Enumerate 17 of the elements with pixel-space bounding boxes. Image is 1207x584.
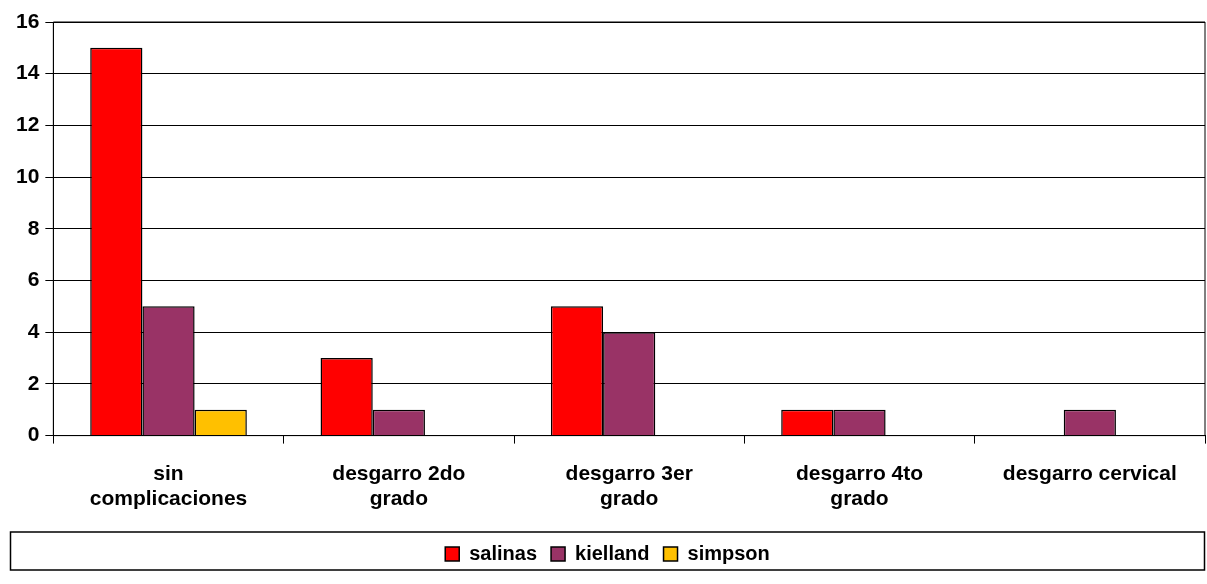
legend-label: kielland	[575, 541, 650, 564]
legend-label: simpson	[687, 541, 770, 564]
x-tick-label: sin complicaciones	[89, 461, 248, 510]
y-tick-label: 8	[27, 215, 40, 239]
y-tick-label: 12	[16, 112, 40, 136]
y-tick-label: 16	[16, 8, 40, 32]
y-tick-label: 2	[27, 370, 40, 394]
x-tick-label: desgarro 2do grado	[332, 461, 466, 510]
y-tick-label: 6	[27, 267, 40, 291]
y-tick-label: 10	[16, 163, 40, 187]
x-tick-label: desgarro 3er grado	[565, 461, 693, 510]
x-tick-label: desgarro cervical	[1002, 461, 1177, 484]
x-tick-label: desgarro 4to grado	[795, 461, 924, 510]
y-tick-label: 4	[27, 319, 40, 342]
y-tick-label: 0	[27, 422, 40, 446]
y-tick-label: 14	[16, 60, 40, 84]
legend-label: salinas	[469, 541, 538, 564]
